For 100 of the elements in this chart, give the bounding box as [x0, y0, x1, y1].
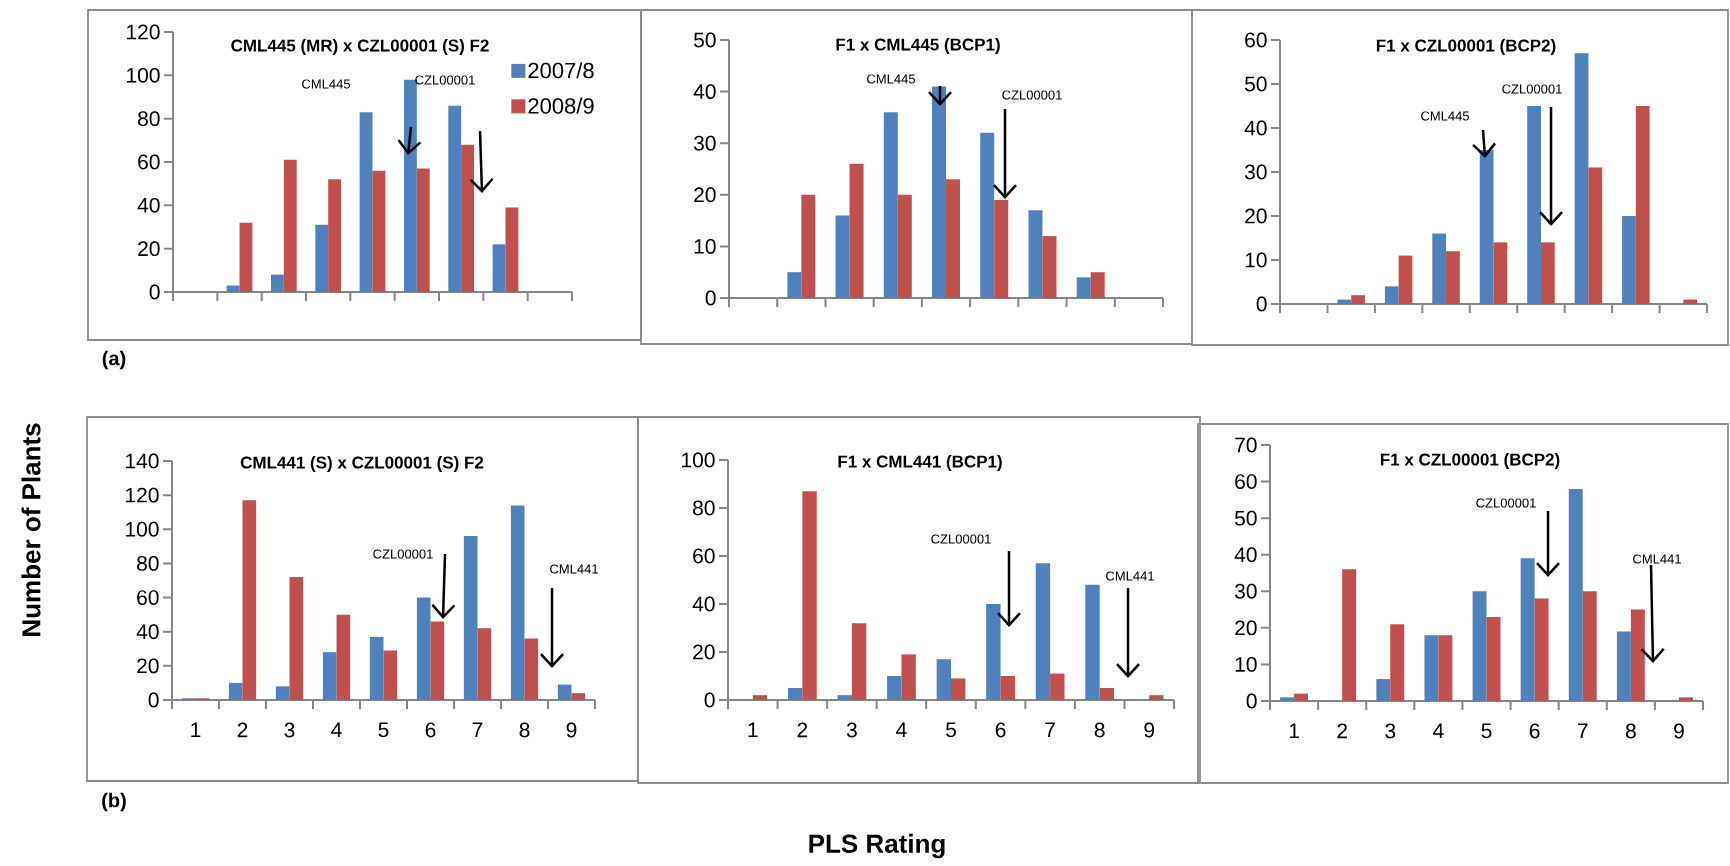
- bar: [416, 597, 431, 700]
- bar: [901, 654, 916, 700]
- bar: [787, 688, 803, 700]
- chart-title: F1 x CML445 (BCP1): [836, 38, 1000, 54]
- bar: [1035, 563, 1051, 700]
- bar: [1534, 598, 1549, 701]
- y-tick-label: 10: [1235, 657, 1257, 672]
- bar: [322, 652, 337, 700]
- x-tick-label: 5: [946, 722, 956, 738]
- bar: [226, 285, 240, 292]
- y-tick-label: 20: [694, 187, 716, 203]
- bar: [1149, 695, 1164, 700]
- y-tick-label: 30: [1234, 583, 1257, 599]
- y-tick-label: 0: [149, 284, 160, 300]
- bar: [1337, 299, 1352, 304]
- bar: [1568, 488, 1583, 701]
- bar: [505, 207, 519, 292]
- annotation: CZL00001: [415, 75, 475, 85]
- y-tick-label: 40: [692, 596, 715, 612]
- bar: [994, 199, 1009, 298]
- annotation: CZL00001: [931, 534, 991, 544]
- bar: [835, 215, 850, 298]
- legend-label: 2008/9: [528, 97, 594, 114]
- bar: [328, 179, 342, 292]
- bar: [851, 623, 867, 700]
- x-tick-label: 3: [1385, 723, 1396, 739]
- bar: [463, 536, 478, 700]
- bar: [801, 194, 816, 298]
- bar: [403, 79, 417, 292]
- x-tick-label: 9: [1674, 723, 1684, 739]
- y-tick-label: 40: [693, 84, 716, 100]
- bar: [372, 170, 386, 292]
- bar: [383, 650, 398, 700]
- bar: [359, 112, 373, 292]
- bar: [1616, 631, 1631, 701]
- bar: [524, 638, 539, 700]
- bar: [1438, 635, 1453, 701]
- bar: [787, 272, 802, 298]
- x-tick-label: 8: [1625, 723, 1636, 739]
- chart-title: F1 x CZL00001 (BCP2): [1380, 453, 1560, 469]
- y-tick-label: 60: [1235, 474, 1257, 489]
- chart-title: CML441 (S) x CZL00001 (S) F2: [240, 456, 484, 472]
- x-tick-label: 5: [378, 722, 389, 738]
- bar: [275, 686, 290, 700]
- bar: [270, 274, 284, 292]
- bar: [1294, 693, 1309, 701]
- bar: [897, 194, 912, 298]
- x-tick-label: 1: [1289, 723, 1299, 738]
- bar: [986, 604, 1001, 700]
- x-tick-label: 3: [846, 722, 857, 738]
- x-tick-label: 4: [896, 722, 907, 737]
- bar: [837, 695, 852, 700]
- x-tick-label: 9: [1144, 722, 1155, 738]
- bar: [849, 163, 864, 298]
- bar: [1527, 105, 1541, 304]
- text: (b): [102, 792, 126, 812]
- bar: [1050, 673, 1065, 700]
- bar: [1486, 616, 1501, 701]
- y-tick-label: 40: [137, 197, 160, 213]
- chart-title: F1 x CZL00001 (BCP2): [1376, 39, 1556, 55]
- annotation: CML441: [1633, 554, 1681, 564]
- bar: [430, 621, 445, 700]
- annotation: CZL00001: [1476, 498, 1536, 508]
- y-tick-label: 0: [704, 692, 715, 708]
- y-tick-label: 40: [1234, 547, 1257, 563]
- x-tick-label: 1: [748, 722, 758, 737]
- y-tick-label: 60: [1245, 32, 1267, 48]
- x-tick-label: 7: [1045, 722, 1055, 737]
- bar: [1540, 242, 1555, 304]
- y-tick-label: 60: [693, 548, 715, 564]
- y-tick-label: 20: [137, 658, 159, 674]
- bar: [1424, 635, 1439, 701]
- x-tick-label: 8: [519, 722, 530, 738]
- annotation: CZL00001: [373, 549, 433, 559]
- x-tick-label: 7: [1577, 723, 1588, 738]
- bar: [492, 244, 506, 292]
- x-axis-title: PLS Rating: [809, 833, 945, 859]
- y-tick-label: 80: [138, 111, 160, 127]
- chart-title: F1 x CML441 (BCP1): [838, 455, 1002, 471]
- y-tick-label: 10: [694, 238, 716, 254]
- bar: [336, 614, 351, 700]
- bar: [1342, 569, 1357, 701]
- bar: [1042, 236, 1057, 298]
- bar: [1376, 679, 1391, 701]
- bar: [461, 144, 475, 292]
- y-tick-label: 140: [126, 453, 159, 469]
- bar: [315, 224, 329, 292]
- bar: [980, 132, 995, 298]
- x-tick-label: 2: [237, 722, 248, 738]
- x-tick-label: 4: [1433, 723, 1444, 738]
- bar: [477, 628, 492, 700]
- bar: [283, 159, 297, 292]
- bar: [1493, 242, 1508, 304]
- bar: [1683, 299, 1698, 304]
- bar: [1398, 255, 1413, 304]
- x-tick-label: 6: [995, 722, 1006, 738]
- y-tick-label: 100: [126, 521, 159, 537]
- bar: [1446, 251, 1460, 304]
- x-tick-label: 1: [191, 722, 201, 737]
- bar: [1574, 53, 1589, 304]
